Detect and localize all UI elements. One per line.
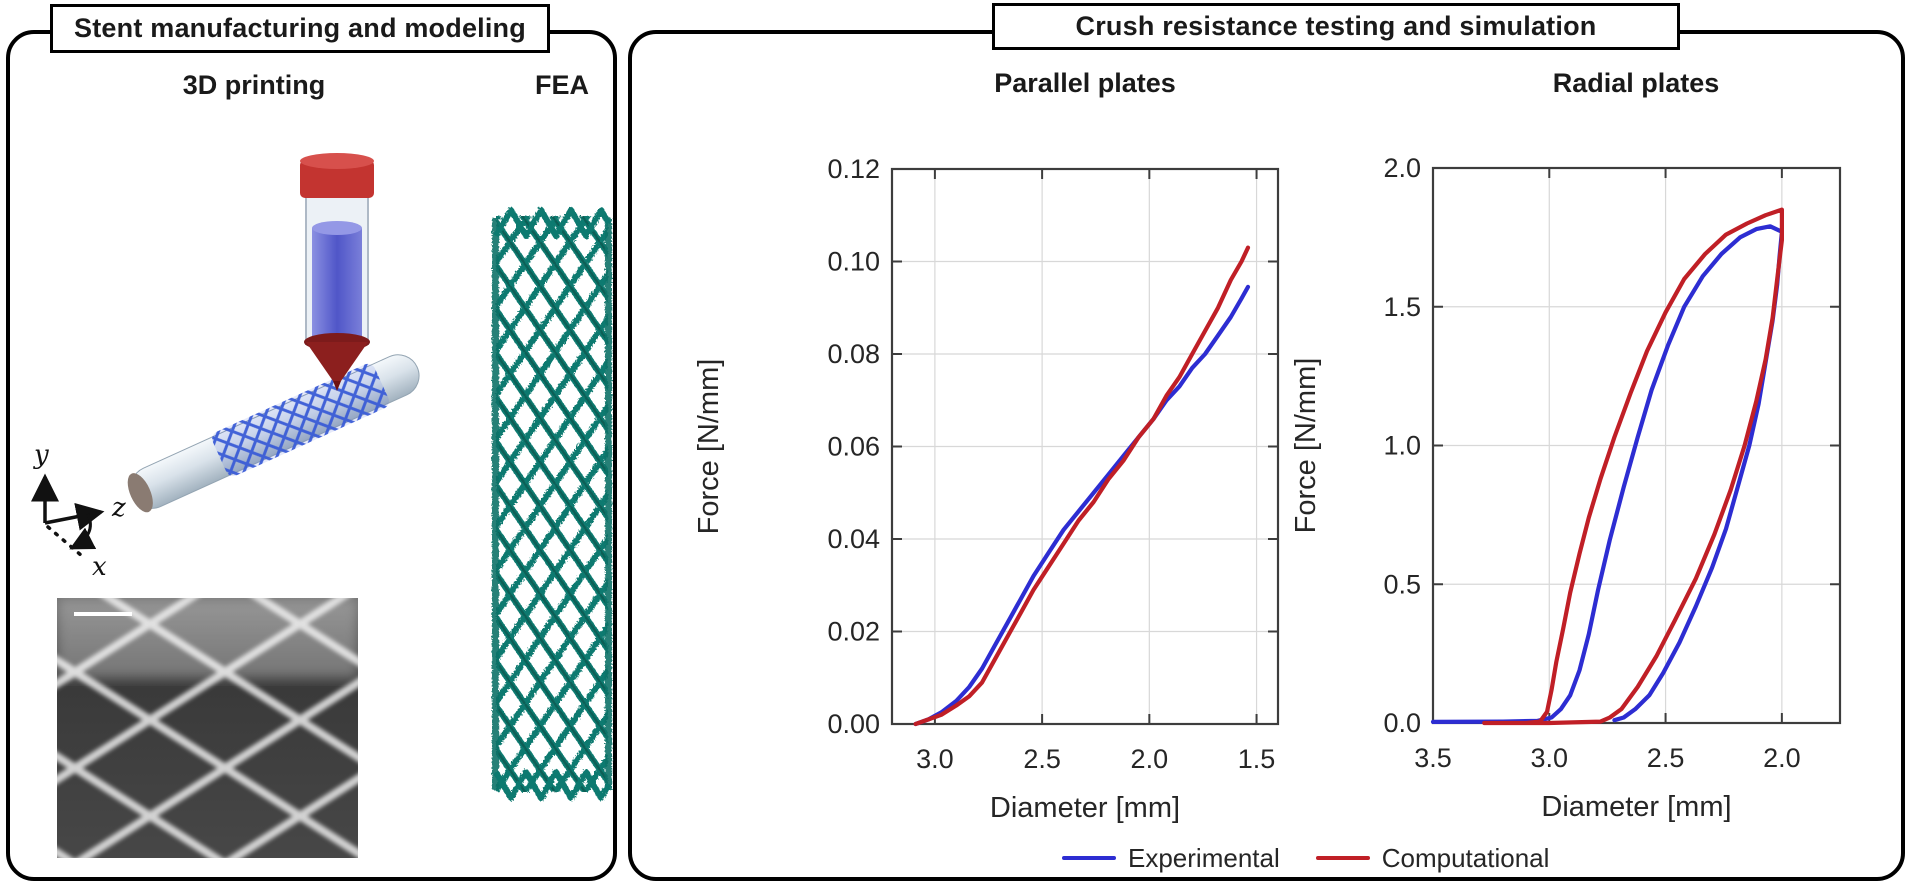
label-3d-printing: 3D printing: [182, 70, 326, 100]
right-panel: [628, 30, 1905, 881]
scale-bar: [74, 612, 132, 616]
axis-label-z: z: [111, 493, 126, 523]
fea-stent-model: [492, 207, 612, 801]
axis-label-y: y: [33, 440, 49, 470]
computational-line-swatch: [1315, 856, 1370, 860]
micrograph: [57, 598, 358, 858]
z-axis-arrow: [44, 502, 105, 531]
legend-label-computational: Computational: [1381, 842, 1550, 873]
axis-label-x: x: [92, 552, 107, 582]
stent-top-crown: [493, 207, 612, 239]
x-axis-dotted: [46, 525, 84, 558]
rod-end-face: [127, 473, 153, 513]
micrograph-highlight: [57, 598, 358, 678]
stent-left-edge: [492, 218, 499, 790]
experimental-line-swatch: [1062, 856, 1116, 860]
label-fea: FEA: [535, 70, 589, 100]
syringe-cap: [300, 160, 374, 198]
legend-label-experimental: Experimental: [1128, 842, 1280, 873]
printing-illustration: y z x: [31, 153, 420, 858]
nozzle-cone: [306, 342, 368, 381]
left-panel-title-box: Stent manufacturing and modeling: [50, 4, 550, 53]
chart-legend: Experimental Computational: [1062, 841, 1622, 875]
syringe: [300, 153, 374, 391]
mandrel-rod: [127, 354, 420, 513]
right-panel-title: Crush resistance testing and simulation: [1075, 11, 1597, 41]
left-panel-illustrations: y z x: [31, 153, 612, 858]
rotation-arrow: [69, 513, 97, 550]
coordinate-axes: [31, 473, 105, 558]
parallel-chart-title: Parallel plates: [994, 68, 1176, 98]
nozzle-tip: [333, 381, 341, 391]
stent-bottom-crown: [493, 769, 612, 801]
syringe-material: [312, 228, 362, 344]
left-panel-title: Stent manufacturing and modeling: [74, 13, 526, 43]
right-panel-title-box: Crush resistance testing and simulation: [992, 3, 1680, 50]
stent-right-edge: [605, 218, 612, 790]
radial-chart-title: Radial plates: [1552, 68, 1720, 98]
